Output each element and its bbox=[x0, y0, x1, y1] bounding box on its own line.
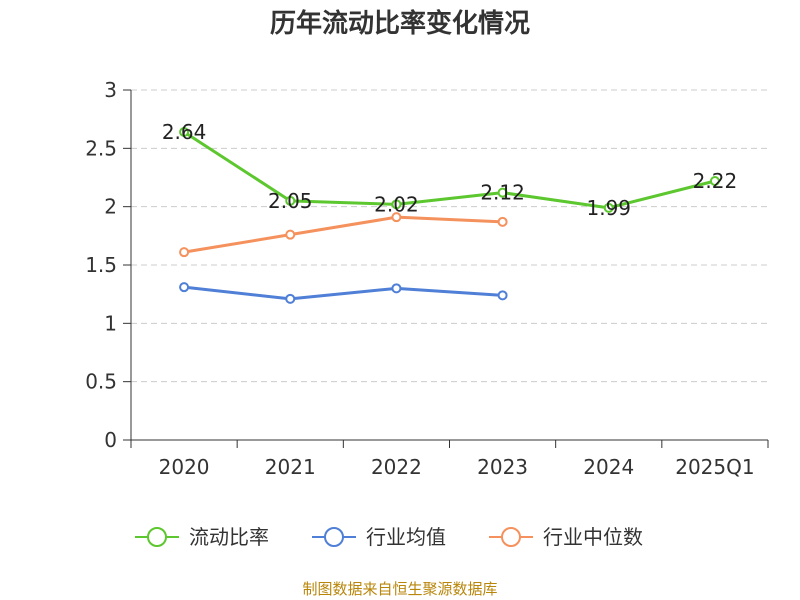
data-label: 2.64 bbox=[162, 120, 207, 144]
legend-item[interactable]: 行业中位数 bbox=[489, 525, 643, 549]
data-point[interactable] bbox=[391, 199, 402, 210]
legend-label: 行业均值 bbox=[366, 525, 446, 549]
x-tick-label: 2023 bbox=[477, 455, 528, 479]
data-point[interactable] bbox=[285, 195, 296, 206]
data-label: 2.12 bbox=[480, 181, 525, 205]
data-point[interactable] bbox=[179, 127, 190, 137]
data-point[interactable] bbox=[285, 293, 296, 304]
legend-label: 行业中位数 bbox=[543, 525, 643, 549]
data-point[interactable] bbox=[497, 290, 508, 301]
data-labels: 2.64 2.05 2.02 2.12 1.99 2.22 bbox=[162, 120, 737, 220]
data-point[interactable] bbox=[285, 229, 296, 240]
legend-marker bbox=[324, 527, 344, 547]
y-tick-label: 0 bbox=[104, 428, 117, 452]
data-point[interactable] bbox=[497, 187, 508, 198]
data-label: 2.05 bbox=[268, 189, 313, 213]
x-tick-label: 2020 bbox=[159, 455, 210, 479]
chart-title: 历年流动比率变化情况 bbox=[270, 8, 530, 39]
x-tick-label: 2024 bbox=[583, 455, 634, 479]
data-point[interactable] bbox=[391, 283, 402, 294]
x-tick-label: 2022 bbox=[371, 455, 422, 479]
data-point[interactable] bbox=[603, 202, 614, 213]
data-point[interactable] bbox=[391, 212, 402, 223]
axes: 0 0.5 1 1.5 2 2.5 3 2020 2021 2022 2023 2024 2025Q1 bbox=[85, 78, 769, 479]
data-label: 2.22 bbox=[693, 169, 738, 193]
y-tick-label: 1 bbox=[104, 311, 117, 335]
y-tick-label: 2.5 bbox=[85, 136, 117, 160]
data-label: 1.99 bbox=[586, 196, 631, 220]
legend-marker bbox=[501, 527, 521, 547]
data-point[interactable] bbox=[497, 216, 508, 227]
legend-marker bbox=[147, 527, 167, 547]
data-point[interactable] bbox=[179, 247, 190, 258]
series-line-1 bbox=[183, 285, 503, 301]
y-tick-label: 0.5 bbox=[85, 370, 117, 394]
y-tick-label: 2 bbox=[104, 195, 117, 219]
legend[interactable]: 流动比率 行业均值 行业中位数 bbox=[135, 525, 643, 549]
series-lines bbox=[179, 127, 720, 304]
x-tick-label: 2021 bbox=[265, 455, 316, 479]
series-line-0 bbox=[183, 130, 716, 210]
legend-label: 流动比率 bbox=[189, 525, 269, 549]
data-label: 2.02 bbox=[374, 192, 419, 216]
series-line-2 bbox=[183, 215, 503, 254]
data-point[interactable] bbox=[179, 282, 190, 293]
legend-item[interactable]: 行业均值 bbox=[312, 525, 446, 549]
x-tick-label: 2025Q1 bbox=[675, 455, 754, 479]
y-tick-label: 1.5 bbox=[85, 253, 117, 277]
source-note: 制图数据来自恒生聚源数据库 bbox=[302, 580, 497, 598]
data-point[interactable] bbox=[709, 176, 720, 186]
grid bbox=[131, 89, 768, 383]
y-tick-label: 3 bbox=[104, 78, 117, 102]
legend-item[interactable]: 流动比率 bbox=[135, 525, 269, 549]
